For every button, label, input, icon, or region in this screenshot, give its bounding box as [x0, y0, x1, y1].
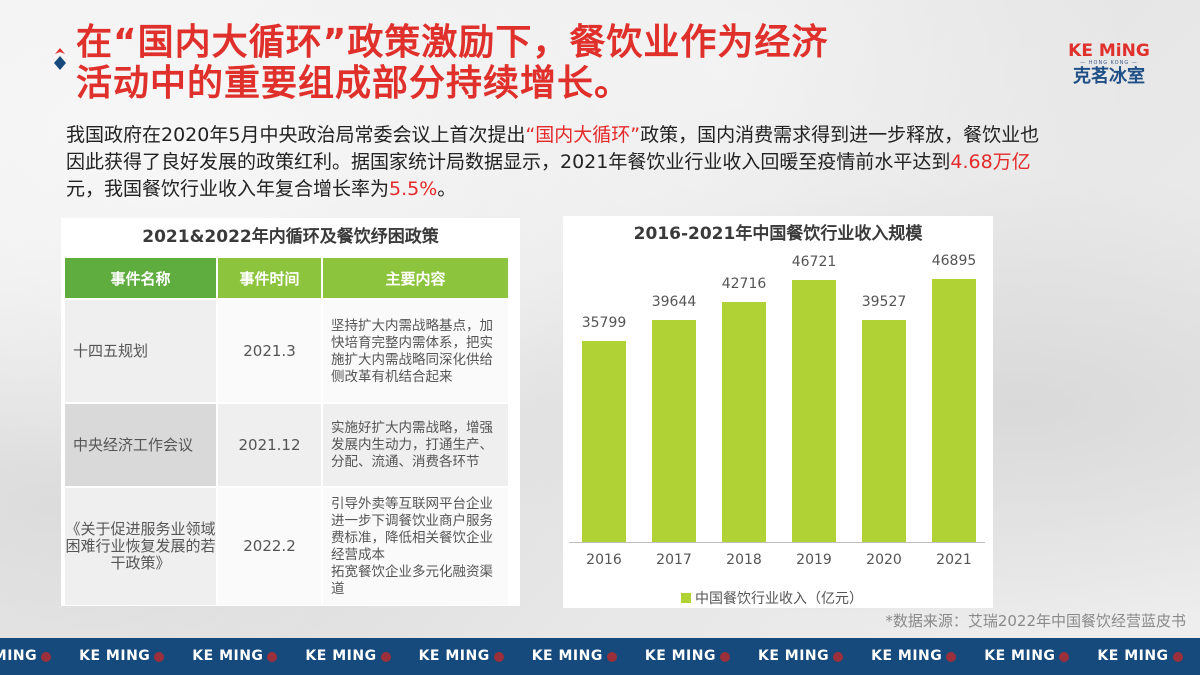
column-header-main-content: 主要内容	[322, 258, 510, 299]
table-row: 《关于促进服务业领域困难行业恢复发展的若干政策》 2022.2 引导外卖等互联网…	[65, 486, 510, 605]
footer-brand-text: KE MING	[644, 648, 716, 664]
brand-seal-icon	[267, 651, 278, 662]
bar-chart-plot: 35799 39644 42716 46721 39527 46895	[569, 253, 985, 543]
footer-brand-text: KE MING	[757, 648, 830, 664]
intro-text: 元，我国餐饮行业收入年复合增长率为	[66, 178, 390, 200]
bar-value-label: 42716	[721, 276, 767, 292]
x-tick-label: 2017	[656, 552, 692, 568]
footer-brand-band: KE MING KE MING KE MING KE MING KE MING KE MI…	[0, 638, 1200, 675]
bar-2018	[722, 302, 766, 542]
x-axis-line	[569, 542, 985, 543]
footer-brand-text: KE MING	[531, 648, 603, 664]
footer-brand-mark: KE MING	[984, 638, 1070, 675]
cell-main-content: 引导外卖等互联网平台企业进一步下调餐饮业商户服务费标准，降低相关餐饮企业经营成本…	[322, 486, 510, 605]
policy-table-panel: 2021&2022年内循环及餐饮纾困政策 事件名称 事件时间 主要内容 十四五规…	[61, 218, 520, 606]
brand-seal-icon	[154, 651, 165, 662]
title-line-2: 活动中的重要组成部分持续增长。	[76, 63, 632, 104]
chart-title: 2016-2021年中国餐饮行业收入规模	[633, 224, 923, 244]
footer-brand-text: KE MING	[984, 648, 1056, 664]
footer-brand-mark: KE MING	[79, 638, 165, 675]
title-line-1: 在“国内大循环”政策激励下，餐饮业作为经济	[76, 22, 829, 63]
brand-seal-icon	[1059, 651, 1070, 662]
footer-brand-text: KE MING	[1097, 648, 1169, 664]
data-source-note: *数据来源：艾瑞2022年中国餐饮经营蓝皮书	[885, 612, 1186, 630]
footer-brand-mark: KE MING	[532, 638, 617, 675]
x-tick-label: 2020	[866, 552, 902, 568]
intro-highlight-policy: “国内大循环”	[525, 124, 641, 146]
x-tick-label: 2019	[796, 552, 832, 568]
bar-value-label: 46721	[791, 254, 837, 270]
title-diamond-marker-icon	[54, 48, 66, 70]
bar-value-label: 35799	[581, 315, 627, 331]
footer-brand-mark: KE MING	[305, 638, 391, 675]
intro-text: 。	[437, 178, 457, 200]
x-tick-label: 2021	[936, 552, 972, 568]
cell-main-content: 坚持扩大内需战略基点，加快培育完整内需体系，把实施扩大内需战略同深化供给侧改革有…	[322, 298, 510, 403]
chart-legend: 中国餐饮行业收入（亿元）	[681, 588, 863, 608]
policy-table-title: 2021&2022年内循环及餐饮纾困政策	[142, 227, 439, 247]
column-header-event-name: 事件名称	[65, 258, 218, 299]
bar-2019	[792, 280, 836, 542]
cell-event-date: 2022.2	[217, 486, 323, 605]
brand-seal-icon	[946, 651, 957, 662]
brand-logo: KE MiNG — HONG KONG — 克茗冰室	[1064, 42, 1154, 87]
footer-brand-text: KE MING	[305, 648, 377, 664]
cell-event-name: 十四五规划	[65, 298, 218, 403]
table-row: 中央经济工作会议 2021.12 实施好扩大内需战略，增强发展内生动力，打通生产…	[65, 402, 510, 487]
footer-brand-mark: KE MING	[757, 638, 844, 675]
brand-seal-icon	[41, 651, 52, 662]
bar-value-label: 39527	[861, 294, 907, 310]
logo-chinese: 克茗冰室	[1073, 66, 1145, 87]
bar-value-label: 39644	[651, 294, 697, 310]
cell-main-content: 实施好扩大内需战略，增强发展内生动力，打通生产、分配、流通、消费各环节	[322, 402, 510, 487]
brand-seal-icon	[719, 651, 730, 662]
footer-brand-text: KE MING	[418, 648, 490, 664]
intro-highlight-cagr: 5.5%	[389, 178, 438, 200]
intro-text: 政策，国内消费需求得到进一步释放，餐饮业也因此获得了良好发展的政策红利。据国家统…	[66, 124, 1040, 173]
cell-event-name: 中央经济工作会议	[65, 402, 218, 487]
logo-subtitle: — HONG KONG —	[1080, 60, 1138, 66]
footer-brand-mark: KE MING	[419, 638, 504, 675]
legend-label: 中国餐饮行业收入（亿元）	[695, 591, 863, 607]
x-tick-label: 2018	[726, 552, 762, 568]
brand-seal-icon	[833, 651, 844, 662]
policy-table: 事件名称 事件时间 主要内容 十四五规划 2021.3 坚持扩大内需战略基点，加…	[65, 258, 510, 605]
bar-2016	[582, 341, 626, 542]
intro-highlight-revenue: 4.68万亿	[950, 151, 1031, 173]
table-header-row: 事件名称 事件时间 主要内容	[65, 258, 510, 299]
legend-swatch-icon	[681, 593, 691, 603]
brand-seal-icon	[493, 651, 504, 662]
bar-2021	[932, 279, 976, 542]
content-line: 拓宽餐饮企业多元化融资渠道	[331, 564, 493, 597]
brand-seal-icon	[606, 651, 617, 662]
intro-paragraph: 我国政府在2020年5月中央政治局常委会议上首次提出“国内大循环”政策，国内消费…	[66, 122, 1056, 203]
footer-brand-mark: KE MING	[1097, 638, 1183, 675]
brand-seal-icon	[1172, 651, 1183, 662]
footer-brand-text: KE MING	[0, 648, 38, 664]
logo-english: KE MiNG	[1068, 41, 1150, 61]
footer-brand-text: KE MING	[79, 648, 151, 664]
page-title: 在“国内大循环”政策激励下，餐饮业作为经济 活动中的重要组成部分持续增长。	[76, 22, 996, 104]
intro-text: 我国政府在2020年5月中央政治局常委会议上首次提出	[66, 124, 526, 146]
table-row: 十四五规划 2021.3 坚持扩大内需战略基点，加快培育完整内需体系，把实施扩大…	[65, 298, 510, 403]
footer-brand-text: KE MING	[192, 648, 264, 664]
cell-event-date: 2021.12	[217, 402, 323, 487]
column-header-event-date: 事件时间	[217, 258, 323, 299]
cell-event-name: 《关于促进服务业领域困难行业恢复发展的若干政策》	[65, 486, 218, 605]
bar-2020	[862, 320, 906, 542]
footer-brand-mark: KE MING	[192, 638, 278, 675]
bar-value-label: 46895	[931, 253, 977, 269]
footer-brand-mark: KE MING	[645, 638, 730, 675]
content-line: 引导外卖等互联网平台企业进一步下调餐饮业商户服务费标准，降低相关餐饮企业经营成本	[331, 496, 493, 563]
x-tick-label: 2016	[586, 552, 622, 568]
footer-brand-mark: KE MING	[0, 638, 52, 675]
footer-brand-text: KE MING	[871, 648, 943, 664]
revenue-chart-panel: 2016-2021年中国餐饮行业收入规模 35799 39644 42716 4672…	[563, 216, 993, 608]
brand-seal-icon	[380, 651, 391, 662]
footer-brand-mark: KE MING	[871, 638, 957, 675]
bar-2017	[652, 320, 696, 542]
cell-event-date: 2021.3	[217, 298, 323, 403]
